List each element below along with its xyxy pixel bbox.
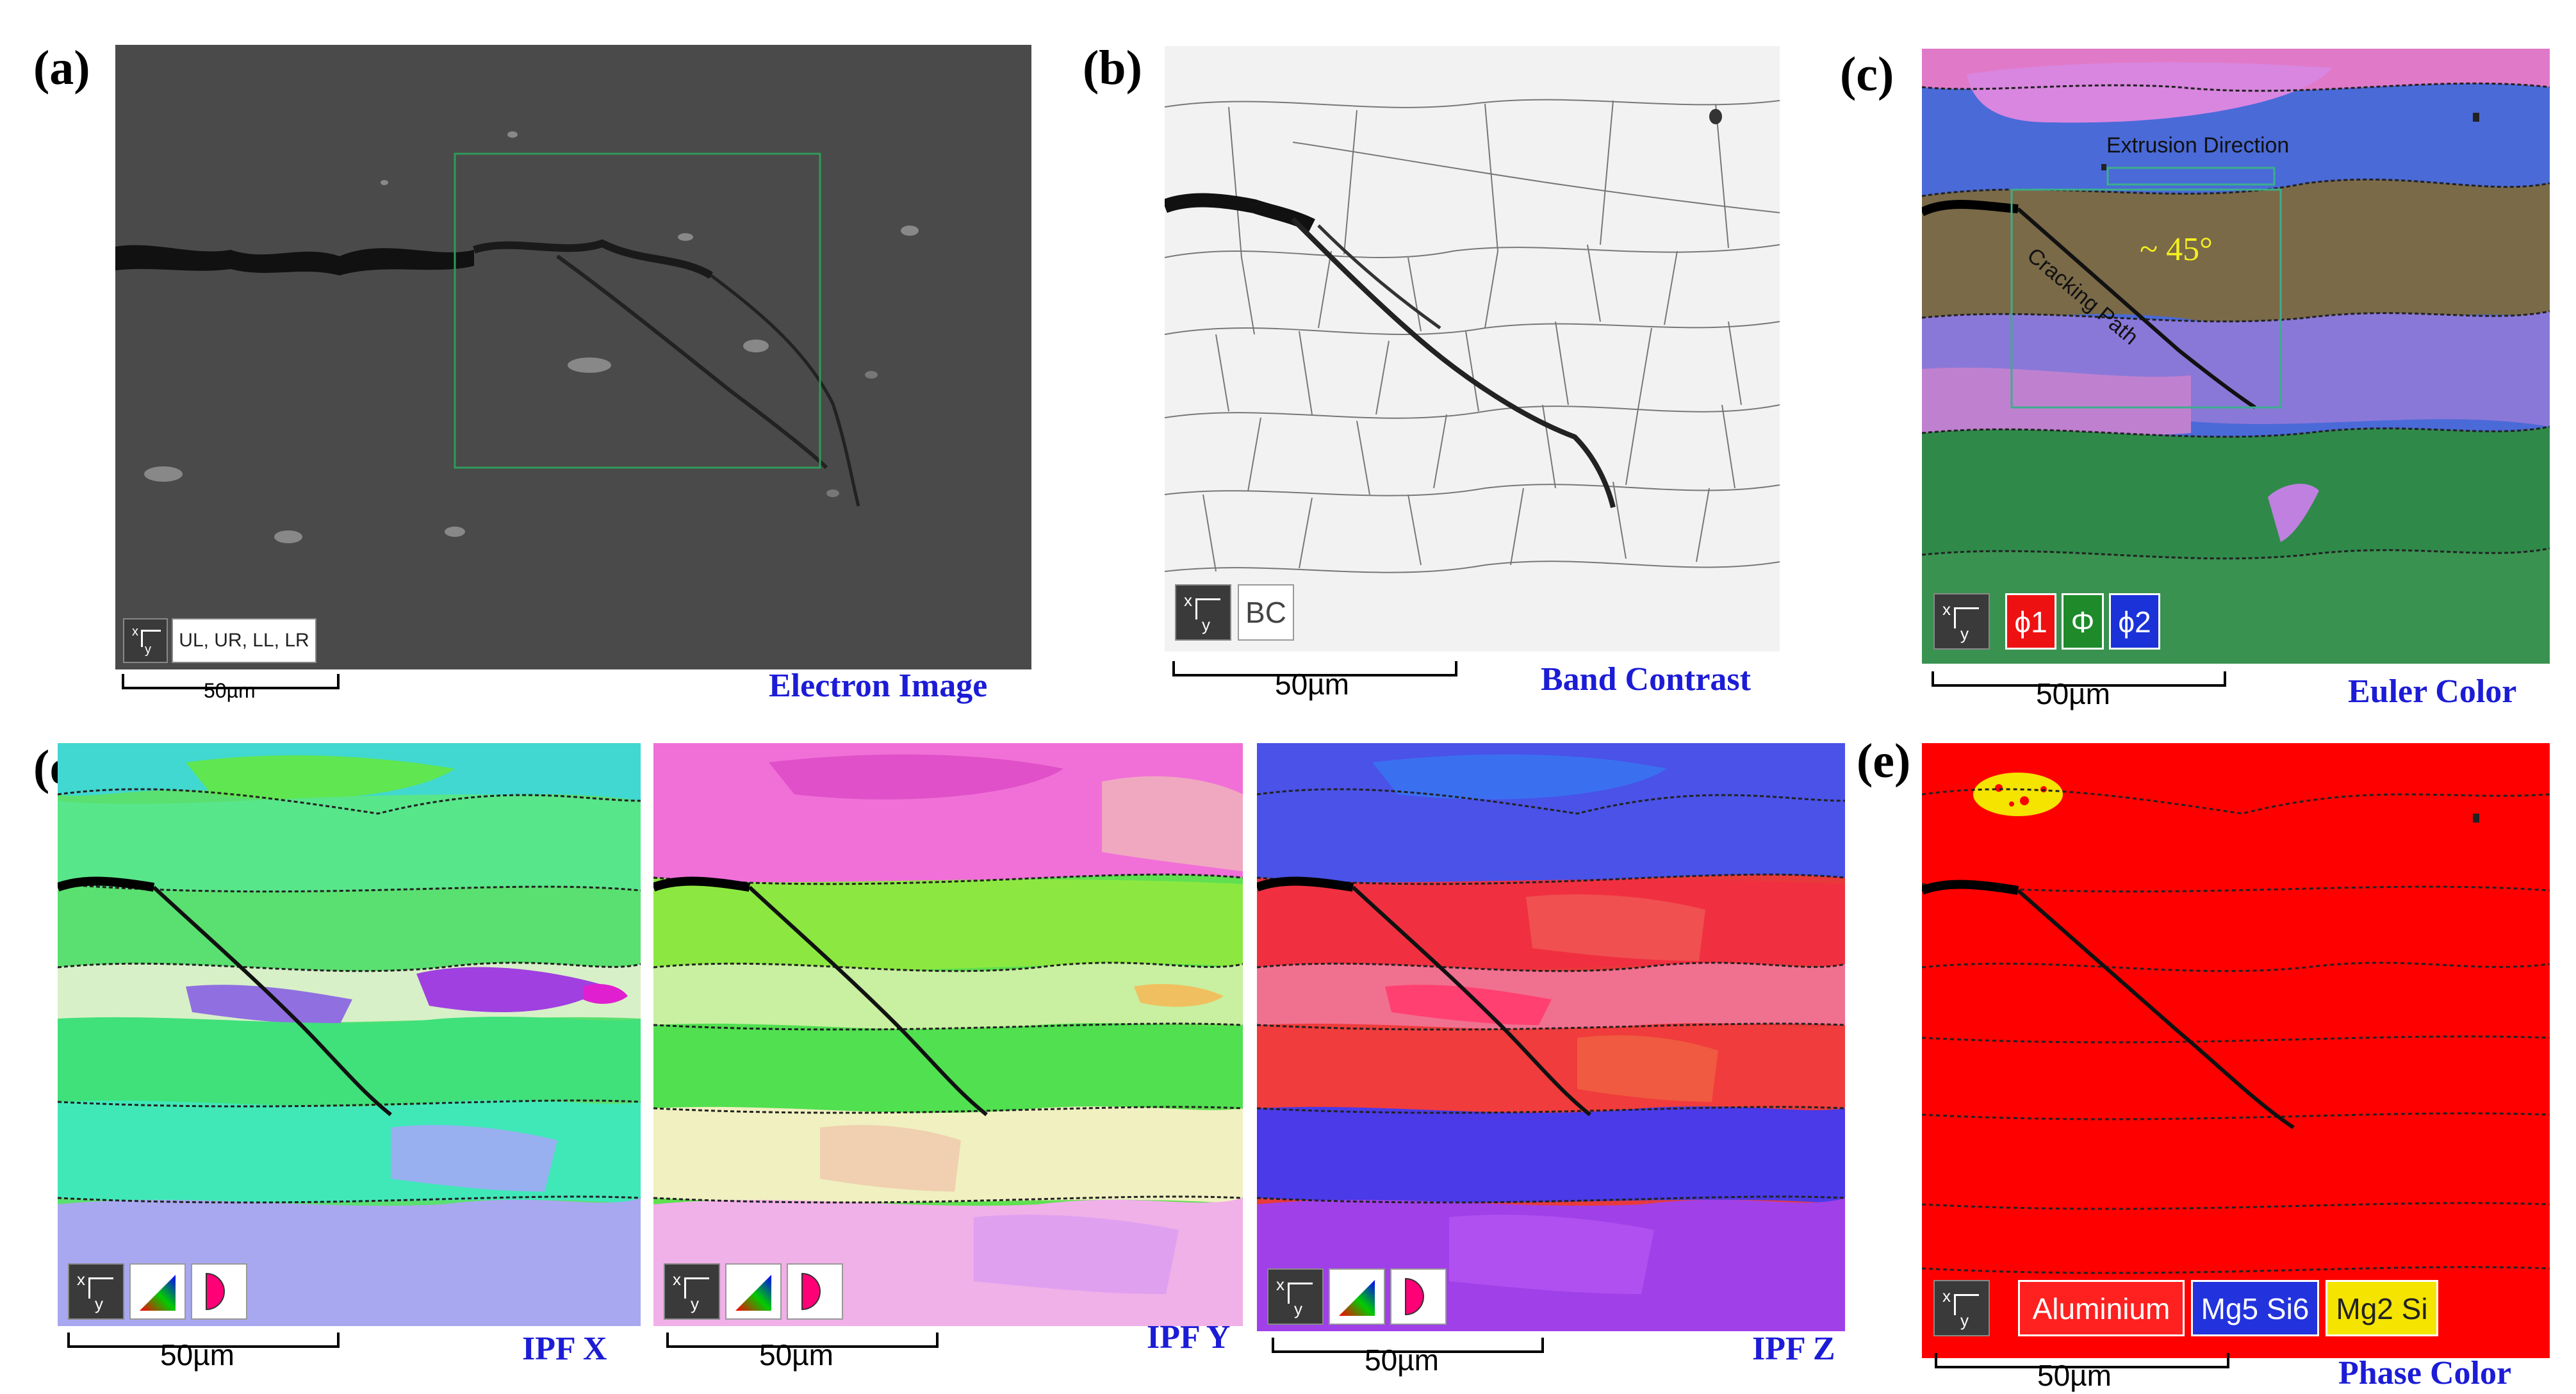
caption-electron-image: Electron Image [769, 668, 988, 704]
ipf-triangle-icon [129, 1263, 186, 1320]
phase-key-mg2si: Mg2 Si [2326, 1280, 2438, 1336]
scale-bar-e [1935, 1353, 2229, 1368]
ipf-colorkey-icon [787, 1263, 843, 1320]
electron-image: x y UL, UR, LL, LR [115, 45, 1031, 669]
axis-key-icon: x y [1267, 1268, 1324, 1325]
axis-key-icon: x y [1933, 1280, 1990, 1336]
band-contrast-map: x y BC [1165, 46, 1780, 652]
ipf-x-map: x y [58, 743, 641, 1326]
panel-a-label: (a) [33, 41, 90, 95]
euler-key-phi2: ϕ2 [2109, 593, 2160, 650]
phase-key-aluminium: Aluminium [2018, 1280, 2185, 1336]
scale-bar-d-x-label: 50µm [160, 1338, 234, 1372]
caption-ipf-y: IPF Y [1147, 1319, 1231, 1356]
ipf-triangle-icon [725, 1263, 782, 1320]
ipf-colorkey-icon [191, 1263, 247, 1320]
scale-bar-c-label: 50µm [2036, 677, 2110, 710]
caption-euler-color: Euler Color [2348, 673, 2517, 710]
panel-b-label: (b) [1083, 41, 1142, 95]
scale-bar-a [122, 674, 340, 689]
scale-bar-d-z [1272, 1338, 1544, 1353]
scale-bar-e-label: 50µm [2037, 1359, 2112, 1392]
panel-e-label: (e) [1857, 734, 1911, 788]
phase-color-map: x y Aluminium Mg5 Si6 Mg2 Si [1922, 743, 2550, 1358]
ipf-triangle-icon [1329, 1268, 1385, 1325]
axis-key-icon: x y [664, 1263, 720, 1320]
axis-key-icon: x y [68, 1263, 124, 1320]
scale-bar-b-label: 50µm [1275, 668, 1349, 701]
panel-c-label: (c) [1840, 47, 1894, 101]
scale-bar-d-y-label: 50µm [759, 1338, 833, 1372]
ipf-z-map: x y [1257, 743, 1845, 1331]
band-contrast-key: BC [1238, 584, 1294, 641]
caption-band-contrast: Band Contrast [1541, 661, 1751, 698]
electron-image-key: UL, UR, LL, LR [172, 618, 316, 663]
scale-bar-a-label: 50µm [204, 679, 256, 702]
euler-color-map: Extrusion Direction ~ 45° Cracking Path … [1922, 49, 2550, 664]
euler-key-phi1: ϕ1 [2005, 593, 2056, 650]
ipf-y-map: x y [653, 743, 1243, 1326]
scale-bar-b [1172, 661, 1457, 676]
scale-bar-d-z-label: 50µm [1365, 1343, 1439, 1377]
annotation-extrusion-direction: Extrusion Direction [2106, 133, 2290, 158]
scale-bar-c [1932, 671, 2226, 687]
scale-bar-d-x [67, 1332, 340, 1348]
caption-ipf-z: IPF Z [1752, 1331, 1835, 1367]
axis-key-icon: x y [123, 618, 168, 663]
caption-ipf-x: IPF X [522, 1331, 607, 1367]
axis-key-icon: x y [1933, 593, 1990, 650]
euler-key-Phi: Φ [2062, 593, 2104, 650]
annotation-angle: ~ 45° [2140, 231, 2213, 268]
scale-bar-d-y [666, 1332, 939, 1348]
caption-phase-color: Phase Color [2338, 1355, 2512, 1391]
ipf-colorkey-icon [1390, 1268, 1447, 1325]
axis-key-icon: x y [1175, 584, 1231, 641]
phase-key-mg5si6: Mg5 Si6 [2191, 1280, 2319, 1336]
